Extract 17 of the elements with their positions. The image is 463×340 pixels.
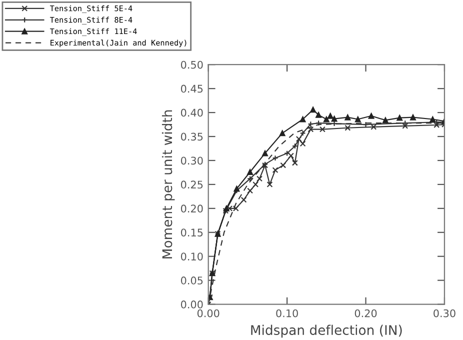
x-tick-label: 0.00	[197, 309, 220, 318]
y-tick-label: 0.05	[180, 276, 203, 284]
y-tick-label: 0.30	[180, 156, 203, 165]
x-axis-title: Midspan deflection (IN)	[251, 324, 402, 338]
y-tick-label: 0.25	[180, 180, 203, 189]
y-tick-label: 0.50	[180, 60, 203, 69]
y-tick-label: 0.20	[180, 204, 203, 213]
x-tick-label: 0.20	[354, 309, 377, 318]
y-tick-label: 0.15	[180, 228, 203, 236]
y-tick-label: 0.10	[180, 252, 203, 260]
x-tick-label: 0.30	[434, 309, 456, 318]
x-tick-label: 0.10	[276, 309, 298, 318]
y-tick-label: 0.00	[180, 300, 203, 308]
y-tick-label: 0.45	[180, 84, 203, 93]
y-axis-title: Moment per unit width	[162, 110, 175, 258]
y-tick-label: 0.35	[180, 132, 203, 141]
y-tick-label: 0.40	[180, 108, 203, 117]
